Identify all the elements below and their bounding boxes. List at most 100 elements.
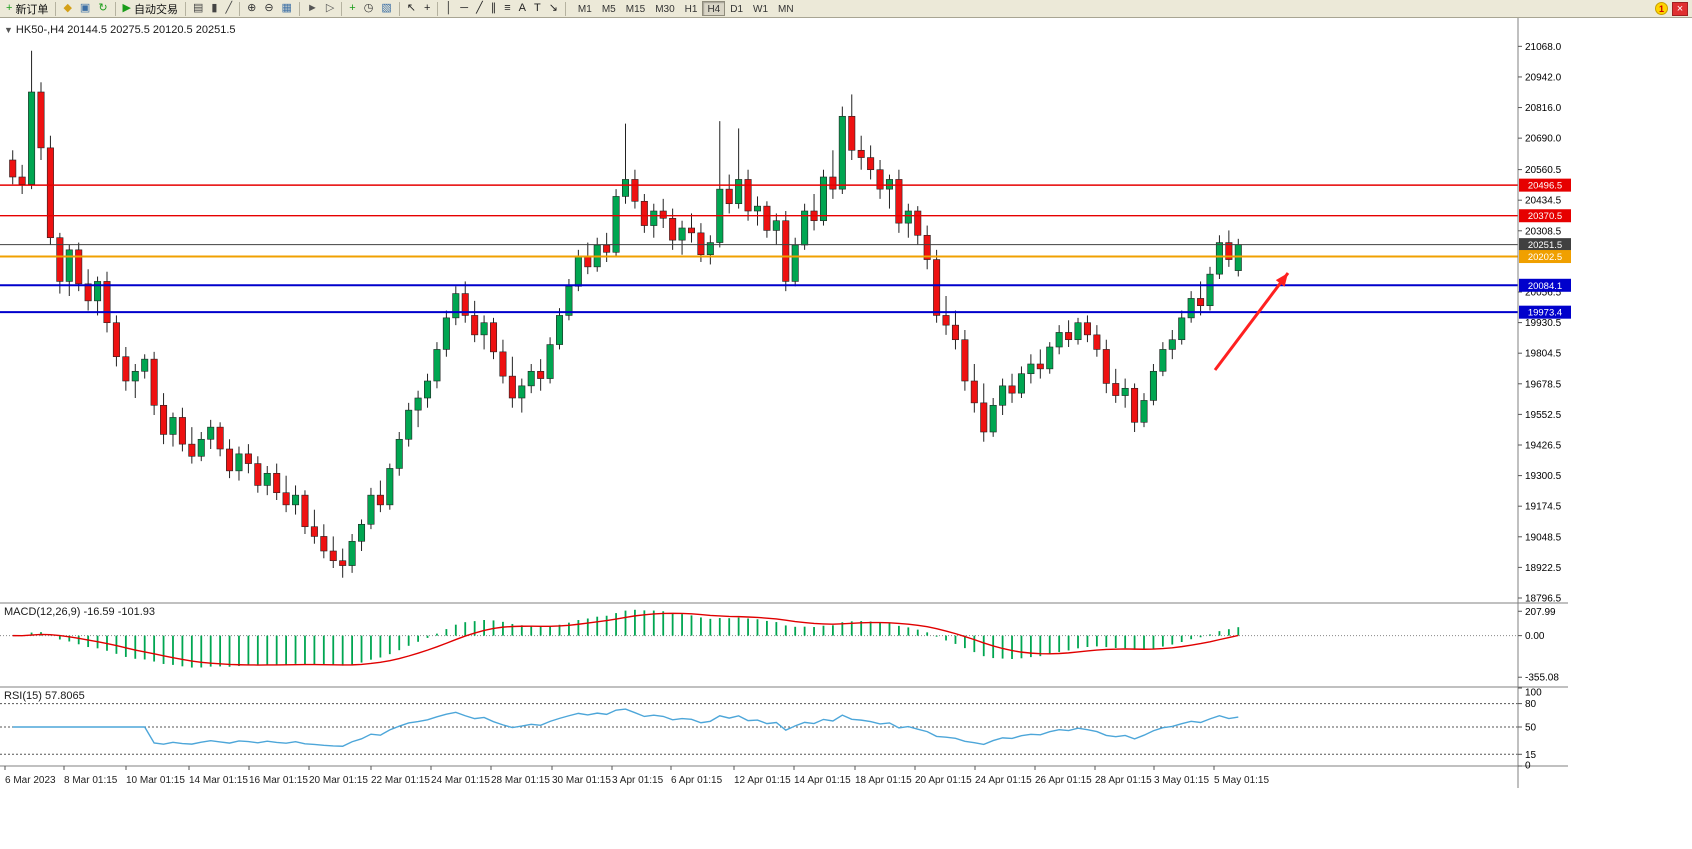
candle-body <box>1234 244 1242 271</box>
candle-body <box>1046 346 1054 370</box>
tile-windows-icon: ▦ <box>281 2 292 14</box>
candle-body <box>706 242 714 256</box>
expert-stamp-button[interactable]: ◆ <box>59 1 75 17</box>
candle-body <box>207 426 215 440</box>
candle-body <box>914 210 922 236</box>
timeframe-w1-button[interactable]: W1 <box>753 4 769 15</box>
vertical-line-button[interactable]: │ <box>441 1 456 17</box>
timeframe-m30-button[interactable]: M30 <box>655 4 675 15</box>
price-scale-label: 19300.5 <box>1525 471 1562 482</box>
arrows-button[interactable]: ↘ <box>545 1 562 17</box>
periods-button[interactable]: ◷ <box>360 1 378 17</box>
candle-body <box>471 315 479 336</box>
timeframe-m5-button[interactable]: M5 <box>601 4 616 15</box>
auto-trading-button[interactable]: ▶ 自动交易 <box>119 1 182 17</box>
candle-body <box>292 494 300 506</box>
crosshair-button[interactable]: + <box>420 1 434 17</box>
candlestick-chart-button[interactable]: ▮ <box>207 1 221 17</box>
candle-body <box>1187 298 1195 319</box>
candle-body <box>1065 332 1073 341</box>
candle-body <box>537 370 545 379</box>
time-axis-label: 3 May 01:15 <box>1154 775 1209 786</box>
time-axis-label: 3 Apr 01:15 <box>612 775 664 786</box>
text-button[interactable]: A <box>515 1 530 17</box>
candle-body <box>414 397 422 411</box>
horizontal-line-button[interactable]: ─ <box>456 1 472 17</box>
time-axis-label: 20 Mar 01:15 <box>309 775 368 786</box>
periods-icon: ◷ <box>363 2 374 14</box>
zoom-out-icon: ⊖ <box>264 2 274 14</box>
macd-header: MACD(12,26,9) -16.59 -101.93 <box>4 606 156 618</box>
time-axis-label: 24 Apr 01:15 <box>975 775 1032 786</box>
candle-body <box>150 358 158 406</box>
timeframe-d1-button[interactable]: D1 <box>730 4 744 15</box>
charts-window-button[interactable]: ▣ <box>76 1 94 17</box>
candle-body <box>282 492 290 506</box>
chart-shift-button[interactable]: ▷ <box>322 1 338 17</box>
label-button[interactable]: T <box>530 1 545 17</box>
timeframe-h1-button[interactable]: H1 <box>684 4 698 15</box>
line-chart-icon: ╱ <box>225 2 233 14</box>
candle-body <box>461 293 469 316</box>
auto-scroll-button[interactable]: ► <box>303 1 322 17</box>
price-scale-labels: 21068.0 20942.0 20816.0 20690.0 20560.5 20434… <box>1518 42 1562 604</box>
candle-body <box>46 147 54 239</box>
channel-button[interactable]: ∥ <box>487 1 501 17</box>
candle-body <box>782 220 790 282</box>
cursor-button[interactable]: ↖ <box>403 1 420 17</box>
candle-body <box>1055 332 1063 348</box>
candle-body <box>358 523 366 542</box>
toolbar-separator <box>341 1 343 16</box>
candle-body <box>867 157 875 171</box>
close-button[interactable]: × <box>1672 1 1688 16</box>
fibonacci-button[interactable]: ≡ <box>500 1 514 17</box>
expert-stamp-icon: ◆ <box>63 2 72 14</box>
candle-body <box>480 322 488 336</box>
trendline-button[interactable]: ╱ <box>472 1 487 17</box>
notification-badge[interactable]: 1 <box>1655 2 1668 15</box>
templates-button[interactable]: ▧ <box>377 1 395 17</box>
time-axis-label: 10 Mar 01:15 <box>126 775 185 786</box>
crosshair-icon: + <box>423 2 431 14</box>
chart-canvas[interactable]: 21068.0 20942.0 20816.0 20690.0 20560.5 20434… <box>0 18 1692 849</box>
price-scale-label: 19930.5 <box>1525 318 1562 329</box>
candle-body <box>1112 383 1120 396</box>
candle-body <box>1093 334 1101 350</box>
timeframe-m15-button[interactable]: M15 <box>625 4 646 15</box>
one-click-collapse-icon[interactable]: ▼ <box>4 25 13 35</box>
candle-body <box>697 232 705 256</box>
candle-body <box>339 560 347 566</box>
rsi-scale-label: 80 <box>1525 699 1537 710</box>
toolbar-separator <box>239 1 241 16</box>
time-axis-label: 28 Mar 01:15 <box>491 775 550 786</box>
candle-body <box>735 179 743 205</box>
indicators-button[interactable]: + <box>345 1 359 17</box>
time-axis-label: 30 Mar 01:15 <box>552 775 611 786</box>
candle-body <box>744 179 752 212</box>
timeframe-buttons: M1 M5 M15 M30 H1 H4 D1 W1 MN <box>573 1 799 16</box>
bar-chart-icon: ▤ <box>193 2 204 14</box>
candle-body <box>160 404 168 435</box>
candle-body <box>1008 385 1016 394</box>
timeframe-h4-button[interactable]: H4 <box>702 1 726 16</box>
candle-body <box>621 179 630 197</box>
candle-body <box>226 448 234 472</box>
auto-scroll-icon: ► <box>306 2 318 14</box>
line-chart-button[interactable]: ╱ <box>221 1 236 17</box>
zoom-in-button[interactable]: ⊕ <box>243 1 260 17</box>
chart-shift-icon: ▷ <box>325 2 335 14</box>
trend-arrow-annotation[interactable] <box>1213 272 1290 371</box>
timeframe-mn-button[interactable]: MN <box>778 4 794 15</box>
bar-chart-button[interactable]: ▤ <box>189 1 207 17</box>
candle-body <box>197 438 205 457</box>
refresh-button[interactable]: ↻ <box>94 1 111 17</box>
new-order-button[interactable]: + 新订单 <box>2 1 52 17</box>
timeframe-m1-button[interactable]: M1 <box>577 4 592 15</box>
symbol-title: HK50-,H4 20144.5 20275.5 20120.5 20251.5 <box>15 24 236 36</box>
tile-windows-button[interactable]: ▦ <box>278 1 296 17</box>
zoom-out-button[interactable]: ⊖ <box>260 1 277 17</box>
price-tag-label: 19973.4 <box>1528 308 1562 319</box>
candle-body <box>885 179 893 190</box>
